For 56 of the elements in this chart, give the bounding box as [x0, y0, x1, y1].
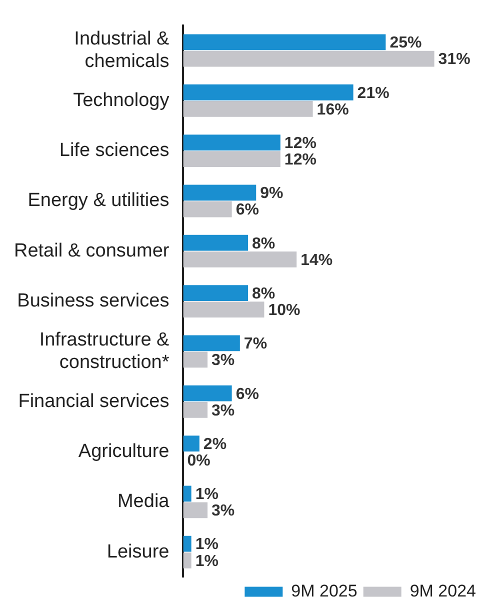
bar: [183, 34, 386, 50]
data-label: 1%: [195, 536, 218, 554]
legend-label: 9M 2025: [291, 581, 358, 600]
bar: [183, 302, 264, 318]
bar: [183, 486, 192, 502]
y-tick-label: Media: [117, 491, 170, 512]
bar: [183, 201, 232, 218]
bar: [183, 352, 208, 368]
y-tick-label: Leisure: [106, 541, 170, 562]
bar: [183, 251, 297, 268]
bar: [183, 234, 248, 251]
data-label: 3%: [212, 352, 235, 370]
data-label: 0%: [187, 452, 210, 470]
y-tick-label: Financial services: [18, 390, 170, 412]
data-label: 2%: [203, 436, 227, 453]
data-label: 6%: [236, 202, 259, 219]
data-label: 1%: [195, 486, 218, 504]
y-tick-label: Business services: [17, 290, 170, 312]
legend-label: 9M 2024: [410, 581, 476, 600]
data-label: 6%: [236, 386, 259, 403]
bar: [183, 402, 208, 418]
y-tick-label: Life sciences: [59, 140, 170, 162]
data-label: 25%: [390, 34, 422, 52]
bar: [183, 552, 192, 568]
bar: [183, 335, 240, 352]
y-tick-label: Retail & consumer: [14, 240, 170, 262]
y-tick-label: Energy & utilities: [28, 190, 170, 212]
data-label: 16%: [316, 101, 349, 118]
bar: [183, 50, 434, 67]
data-label: 3%: [212, 402, 235, 420]
y-tick-label: Infrastructure & construction*: [39, 329, 170, 374]
data-label: 8%: [252, 235, 276, 252]
bar: [183, 184, 256, 201]
bar: [183, 502, 208, 518]
bar: [183, 536, 192, 552]
data-label: 10%: [268, 302, 300, 319]
data-label: 12%: [284, 151, 316, 168]
data-label: 14%: [300, 252, 333, 269]
y-tick-label: Agriculture: [78, 441, 170, 462]
bar: [183, 436, 200, 452]
bar: [183, 285, 248, 301]
data-label: 21%: [357, 84, 390, 102]
data-label: 9%: [260, 185, 284, 202]
bar: [183, 385, 232, 402]
y-tick-label: Technology: [73, 90, 170, 111]
data-label: 3%: [212, 502, 235, 520]
data-label: 31%: [438, 51, 470, 68]
bar: [183, 100, 313, 117]
data-label: 7%: [244, 336, 268, 353]
data-label: 12%: [284, 134, 316, 152]
data-label: 1%: [195, 552, 218, 570]
data-label: 8%: [252, 285, 276, 302]
bar: [183, 134, 280, 150]
bar: [183, 151, 280, 168]
bar: [183, 84, 354, 100]
y-tick-label: Industrial & chemicals: [74, 28, 170, 72]
